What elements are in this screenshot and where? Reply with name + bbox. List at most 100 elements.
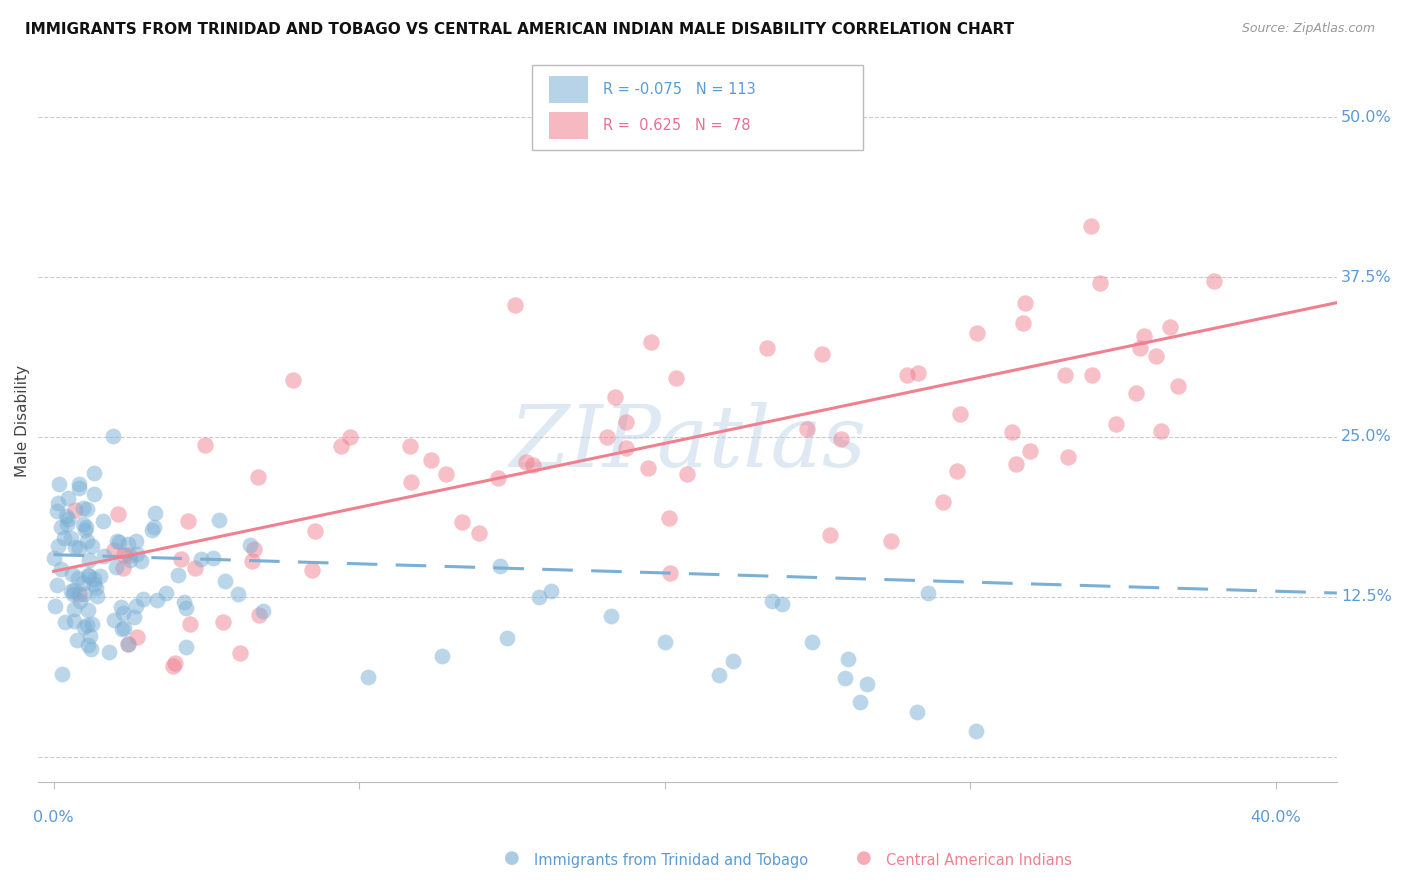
- Point: [67, 541, 90, 556]
- Point: [770, 598, 793, 612]
- Point: [143, 506, 166, 520]
- Point: [67, 482, 90, 496]
- Point: [141, 523, 163, 537]
- Point: [946, 464, 969, 478]
- Point: [1125, 385, 1147, 400]
- Point: [658, 566, 681, 580]
- Point: [834, 671, 856, 685]
- Text: R =  0.625   N =  78: R = 0.625 N = 78: [603, 118, 751, 133]
- Point: [125, 534, 148, 549]
- Point: [83, 576, 105, 591]
- Point: [240, 554, 263, 568]
- Point: [162, 659, 184, 673]
- Point: [529, 590, 551, 604]
- Point: [212, 615, 235, 629]
- Point: [142, 520, 165, 534]
- Point: [79, 569, 101, 583]
- Text: Source: ZipAtlas.com: Source: ZipAtlas.com: [1241, 22, 1375, 36]
- Point: [146, 592, 169, 607]
- Point: [51, 520, 73, 534]
- Point: [60, 567, 83, 582]
- Point: [468, 525, 491, 540]
- Point: [190, 552, 212, 566]
- Point: [117, 537, 139, 551]
- Point: [67, 476, 90, 491]
- Point: [226, 587, 249, 601]
- Point: [69, 593, 91, 607]
- Point: [103, 542, 125, 557]
- Point: [214, 574, 236, 588]
- Point: [658, 511, 681, 525]
- Point: [56, 512, 79, 526]
- Point: [75, 523, 97, 537]
- Point: [174, 601, 197, 615]
- Point: [207, 513, 229, 527]
- Point: [89, 569, 111, 583]
- Point: [73, 619, 96, 633]
- Point: [79, 629, 101, 643]
- Point: [46, 496, 69, 510]
- Point: [56, 516, 79, 531]
- Point: [665, 370, 688, 384]
- Point: [76, 618, 98, 632]
- Point: [112, 548, 135, 562]
- Point: [614, 442, 637, 456]
- Point: [132, 591, 155, 606]
- Point: [46, 539, 69, 553]
- Point: [932, 495, 955, 509]
- Point: [239, 538, 262, 552]
- Text: ZIPatlas: ZIPatlas: [509, 401, 866, 484]
- Point: [1081, 368, 1104, 382]
- Point: [489, 558, 512, 573]
- Point: [170, 552, 193, 566]
- Point: [450, 515, 472, 529]
- Point: [339, 430, 361, 444]
- Point: [1057, 450, 1080, 464]
- Point: [167, 568, 190, 582]
- Point: [811, 347, 834, 361]
- Text: R = -0.075   N = 113: R = -0.075 N = 113: [603, 82, 756, 96]
- Point: [430, 648, 453, 663]
- Point: [163, 656, 186, 670]
- Text: Immigrants from Trinidad and Tobago: Immigrants from Trinidad and Tobago: [534, 854, 808, 868]
- Point: [122, 610, 145, 624]
- Text: Central American Indians: Central American Indians: [886, 854, 1071, 868]
- Point: [917, 585, 939, 599]
- Point: [707, 668, 730, 682]
- Bar: [548, 76, 588, 103]
- Point: [105, 534, 128, 549]
- Point: [357, 670, 380, 684]
- Point: [515, 455, 537, 469]
- Point: [76, 502, 98, 516]
- Point: [966, 326, 988, 340]
- Point: [905, 705, 928, 719]
- Point: [247, 607, 270, 622]
- Text: 0.0%: 0.0%: [34, 810, 75, 825]
- Point: [614, 415, 637, 429]
- Point: [654, 635, 676, 649]
- Point: [896, 368, 918, 382]
- Point: [63, 583, 86, 598]
- Y-axis label: Male Disability: Male Disability: [15, 365, 30, 477]
- Point: [301, 563, 323, 577]
- Point: [179, 617, 201, 632]
- Point: [103, 614, 125, 628]
- Point: [486, 470, 509, 484]
- Point: [93, 549, 115, 564]
- Point: [80, 540, 103, 554]
- Point: [107, 507, 129, 521]
- Point: [242, 541, 264, 556]
- Text: IMMIGRANTS FROM TRINIDAD AND TOBAGO VS CENTRAL AMERICAN INDIAN MALE DISABILITY C: IMMIGRANTS FROM TRINIDAD AND TOBAGO VS C…: [25, 22, 1015, 37]
- Point: [596, 430, 619, 444]
- Point: [1012, 316, 1035, 330]
- Point: [48, 477, 70, 491]
- Point: [44, 599, 66, 614]
- Bar: [548, 112, 588, 139]
- Point: [1144, 349, 1167, 363]
- Point: [540, 583, 562, 598]
- Point: [52, 531, 75, 545]
- Point: [848, 695, 870, 709]
- Point: [283, 373, 305, 387]
- Point: [1132, 329, 1154, 343]
- Point: [1001, 425, 1024, 439]
